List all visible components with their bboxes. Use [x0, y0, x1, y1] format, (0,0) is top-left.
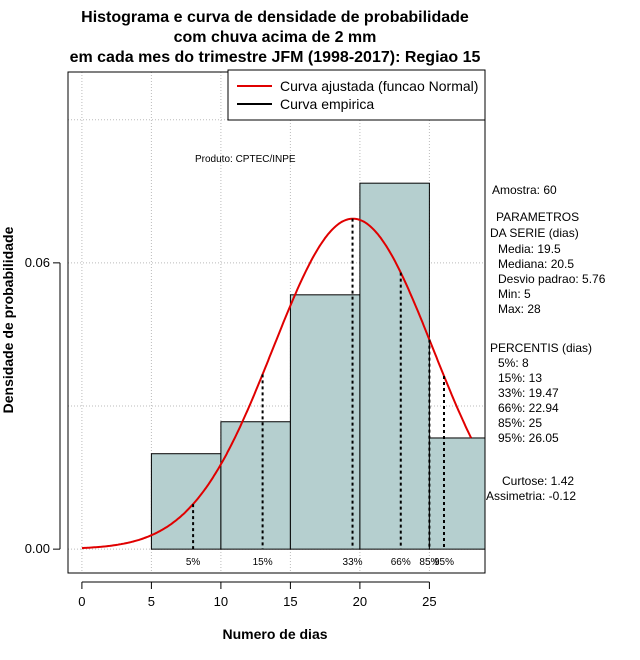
params-header-2: DA SERIE (dias)	[490, 226, 579, 240]
percentil-95: 95%: 26.05	[498, 431, 559, 445]
params-header-1: PARAMETROS	[496, 210, 579, 224]
histogram-bar-3	[359, 182, 430, 550]
normal-curve-layer	[81, 217, 473, 550]
percentil-15: 15%: 13	[498, 371, 542, 385]
percentil-5: 5%: 8	[498, 356, 529, 370]
normal-curve	[81, 217, 473, 550]
product-annotation: Produto: CPTEC/INPE	[195, 154, 296, 165]
sample-size: Amostra: 60	[492, 183, 557, 197]
x-axis-label: Numero de dias	[222, 626, 327, 642]
percentile-label-5%: 5%	[186, 557, 201, 568]
percentile-markers: 5% 15% 33% 66% 85%95%	[186, 218, 454, 568]
axes: 0 5 10 15 20 25 0.00 0.06	[25, 255, 437, 609]
stat-min: Min: 5	[498, 287, 531, 301]
percentil-66: 66%: 22.94	[498, 401, 559, 415]
x-tick-label-25: 25	[422, 594, 436, 609]
percentile-label-95%: 95%	[434, 557, 454, 568]
stat-max: Max: 28	[498, 302, 541, 316]
x-tick-label-10: 10	[214, 594, 228, 609]
stat-std-dev: Desvio padrao: 5.76	[498, 272, 606, 286]
histogram-bar-1	[220, 421, 291, 550]
x-tick-label-20: 20	[353, 594, 367, 609]
legend-label-empirical-curve: Curva empirica	[280, 96, 374, 112]
legend-label-fitted-curve: Curva ajustada (funcao Normal)	[280, 78, 478, 94]
stat-skewness: Assimetria: -0.12	[486, 489, 576, 503]
legend: Curva ajustada (funcao Normal) Curva emp…	[227, 69, 486, 121]
stat-mean: Media: 19.5	[498, 242, 561, 256]
histogram-bars	[150, 182, 486, 550]
x-tick-label-0: 0	[78, 594, 85, 609]
percentile-label-15%: 15%	[253, 557, 273, 568]
percentis-header: PERCENTIS (dias)	[490, 341, 592, 355]
percentil-85: 85%: 25	[498, 416, 542, 430]
chart-title-line-2: com chuva acima de 2 mm	[174, 29, 377, 46]
y-axis-label: Densidade de probabilidade	[0, 226, 16, 413]
histogram-bar-0	[150, 453, 222, 550]
y-tick-label-1: 0.06	[25, 255, 50, 270]
percentil-33: 33%: 19.47	[498, 386, 559, 400]
legend-box	[227, 69, 486, 121]
y-tick-label-0: 0.00	[25, 541, 50, 556]
x-tick-label-5: 5	[148, 594, 155, 609]
histogram-bar-4	[428, 437, 486, 550]
histogram-bar-2	[289, 294, 361, 550]
percentile-label-85%: 85%	[419, 557, 439, 568]
x-tick-label-15: 15	[283, 594, 297, 609]
stat-kurtosis: Curtose: 1.42	[502, 474, 574, 488]
chart-title-line-3: em cada mes do trimestre JFM (1998-2017)…	[70, 49, 481, 66]
stats-panel: Amostra: 60 PARAMETROS DA SERIE (dias) M…	[486, 183, 606, 503]
percentile-label-66%: 66%	[391, 557, 411, 568]
stat-median: Mediana: 20.5	[498, 257, 574, 271]
percentile-label-33%: 33%	[343, 557, 363, 568]
chart-title-line-1: Histograma e curva de densidade de proba…	[81, 9, 469, 26]
